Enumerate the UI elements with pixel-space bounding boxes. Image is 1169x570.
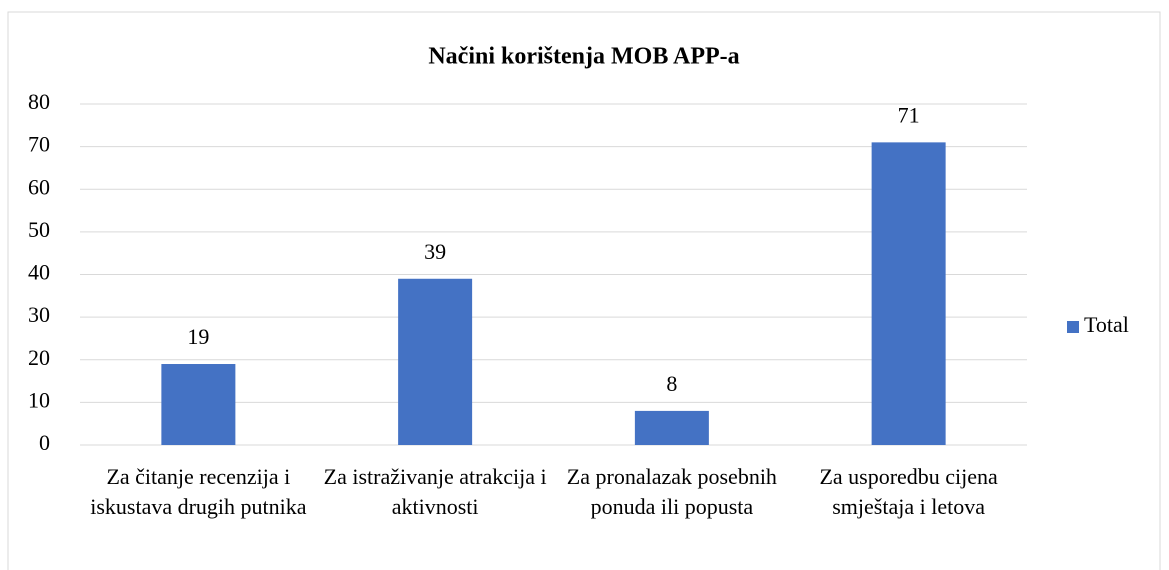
bar — [634, 410, 709, 445]
bar — [161, 364, 236, 445]
x-tick-label: Za usporedbu cijena smještaja i letova — [819, 464, 998, 519]
chart-title: Načini korištenja MOB APP-a — [428, 44, 739, 70]
y-tick-label: 10 — [28, 387, 50, 412]
y-tick-label: 30 — [28, 302, 50, 327]
legend-swatch — [1067, 321, 1079, 333]
y-tick-label: 70 — [28, 132, 50, 157]
data-label: 19 — [187, 324, 209, 349]
data-label: 71 — [898, 102, 920, 127]
y-tick-label: 40 — [28, 260, 50, 285]
bar — [398, 278, 473, 445]
y-tick-label: 20 — [28, 345, 50, 370]
y-tick-label: 80 — [28, 89, 50, 114]
bar — [871, 142, 946, 446]
y-tick-label: 60 — [28, 174, 50, 199]
x-tick-label: Za istraživanje atrakcija i aktivnosti — [323, 464, 547, 519]
y-tick-label: 50 — [28, 217, 50, 242]
data-label: 39 — [424, 239, 446, 264]
legend-label: Total — [1084, 312, 1129, 337]
x-tick-label: Za pronalazak posebnih ponuda ili popust… — [566, 464, 777, 519]
chart-border — [7, 11, 1161, 570]
data-label: 8 — [666, 371, 677, 396]
x-tick-label: Za čitanje recenzija i iskustava drugih … — [90, 464, 307, 519]
y-tick-label: 0 — [39, 430, 50, 455]
